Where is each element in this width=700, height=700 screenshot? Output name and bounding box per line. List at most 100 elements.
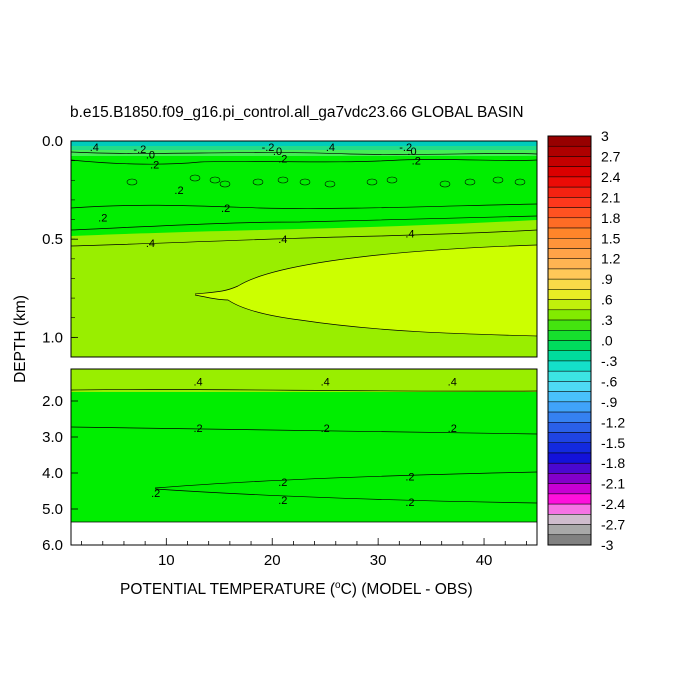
contour-label: .2 [405,497,414,509]
colorbar-bin [547,360,592,372]
colorbar-bin [547,207,592,219]
surface-band-2 [71,146,537,150]
colorbar-label: 2.4 [601,169,621,185]
contour-blob [366,178,378,186]
contour-label: .2 [150,160,159,172]
contour-label: .2 [278,495,287,507]
contour-labels: .4 -.2.0.2.2-.2.0.2.4 -.2.0.2.2.2.4.4.4.4.… [90,142,457,509]
colorbar-bin [547,238,592,249]
colorbar-bin [547,401,592,413]
colorbar-label: -.9 [601,394,618,410]
colorbar-bin [547,391,592,403]
contour-label: .4 [146,238,155,250]
contour-label: .2 [321,423,330,435]
contour-label: .4 [321,376,330,388]
colorbar-label: .3 [601,312,613,328]
colorbar-label: -3 [601,537,614,553]
x-axis-label-degree: o [335,580,341,591]
upper-warm-tongue [195,245,537,336]
contour-blob [464,178,476,186]
x-tick-label: 20 [264,552,281,569]
colorbar-label: 2.7 [601,148,621,164]
colorbar-bin [547,452,592,464]
colorbar-bin [547,473,592,484]
contour-blob [189,174,201,182]
y-axis-label: DEPTH (km) [12,295,29,383]
contour-label: .2 [174,185,183,197]
lower-missing-zone [71,522,537,545]
contour-label: .4 [193,376,202,388]
contour-blob [439,180,451,188]
colorbar-label: -.3 [601,353,618,369]
contour-label: .0 [407,146,416,158]
colorbar-bin [547,319,592,331]
lower-contour-line [154,471,538,489]
y-tick-label: 3.0 [42,429,63,446]
y-tick-label: 6.0 [42,537,63,554]
colorbar-label: 3 [601,128,609,144]
surface-band-1 [71,141,537,146]
upper-mid-zone [71,204,537,236]
contour-label: .2 [278,154,287,166]
colorbar-label: -2.7 [601,517,625,533]
contour-blob [386,176,398,184]
y-tick-label: 0.0 [42,133,63,150]
colorbar-bin [547,135,592,147]
colorbar-bin [547,145,592,157]
colorbar-bin [547,370,592,382]
x-axis-label-unit: C) (MODEL - OBS) [340,581,473,599]
contour-label: .4 [90,142,99,154]
colorbar-bin [547,156,592,167]
lower-contour-line [70,389,538,392]
colorbar-bin [547,422,592,433]
lower-top-zone [71,369,537,392]
upper-panel [70,141,538,357]
colorbar-bin [547,462,592,474]
contour-label: .2 [448,423,457,435]
colorbar-label: 2.1 [601,189,621,205]
colorbar-bin [547,350,592,362]
x-axis-label-text: POTENTIAL TEMPERATURE ( [120,581,336,599]
contour-blob [299,178,311,186]
colorbar-bin [547,534,592,546]
colorbar-label: 1.8 [601,210,621,226]
colorbar-bin [547,524,592,536]
colorbar-bin [547,309,592,321]
y-tick-label: 1.0 [42,329,63,346]
contour-label: -.2 [262,142,275,154]
colorbar-label: -.6 [601,373,618,389]
contour-blob [492,176,504,184]
colorbar-bin [547,340,592,351]
contour-label: .2 [412,156,421,168]
contour-blob [514,178,526,186]
x-tick-label: 30 [370,552,387,569]
colorbar: 3 2.7 2.4 2.1 1.8 1.5 1.2 .9 .6 .3 .0 -.3 -.6 -.9 -1.2… [547,128,625,553]
colorbar-bin [547,268,592,280]
colorbar-bin [547,217,592,229]
colorbar-label: -1.8 [601,455,625,471]
contour-label: .4 [405,228,414,240]
colorbar-label: -1.5 [601,435,625,451]
colorbar-frame [547,135,592,546]
contour-blob [219,180,231,188]
contour-label: .2 [405,472,414,484]
y-tick-label: 0.5 [42,231,63,248]
upper-contour-line [194,244,538,295]
colorbar-bin [547,483,592,495]
colorbar-label: 1.2 [601,251,621,267]
colorbar-bin [547,278,592,290]
colorbar-label: -2.1 [601,476,625,492]
upper-contour-line [194,294,538,337]
colorbar-bin [547,186,592,198]
y-tick-label: 4.0 [42,465,63,482]
contour-label: .2 [98,213,107,225]
contour-label: -.2 [399,142,412,154]
contour-label: .0 [273,146,282,158]
colorbar-bin [547,248,592,259]
contour-label: .2 [278,477,287,489]
colorbar-label: -2.4 [601,496,625,512]
colorbar-bin [547,166,592,178]
colorbar-label: .6 [601,292,613,308]
contour-label: .0 [146,150,155,162]
